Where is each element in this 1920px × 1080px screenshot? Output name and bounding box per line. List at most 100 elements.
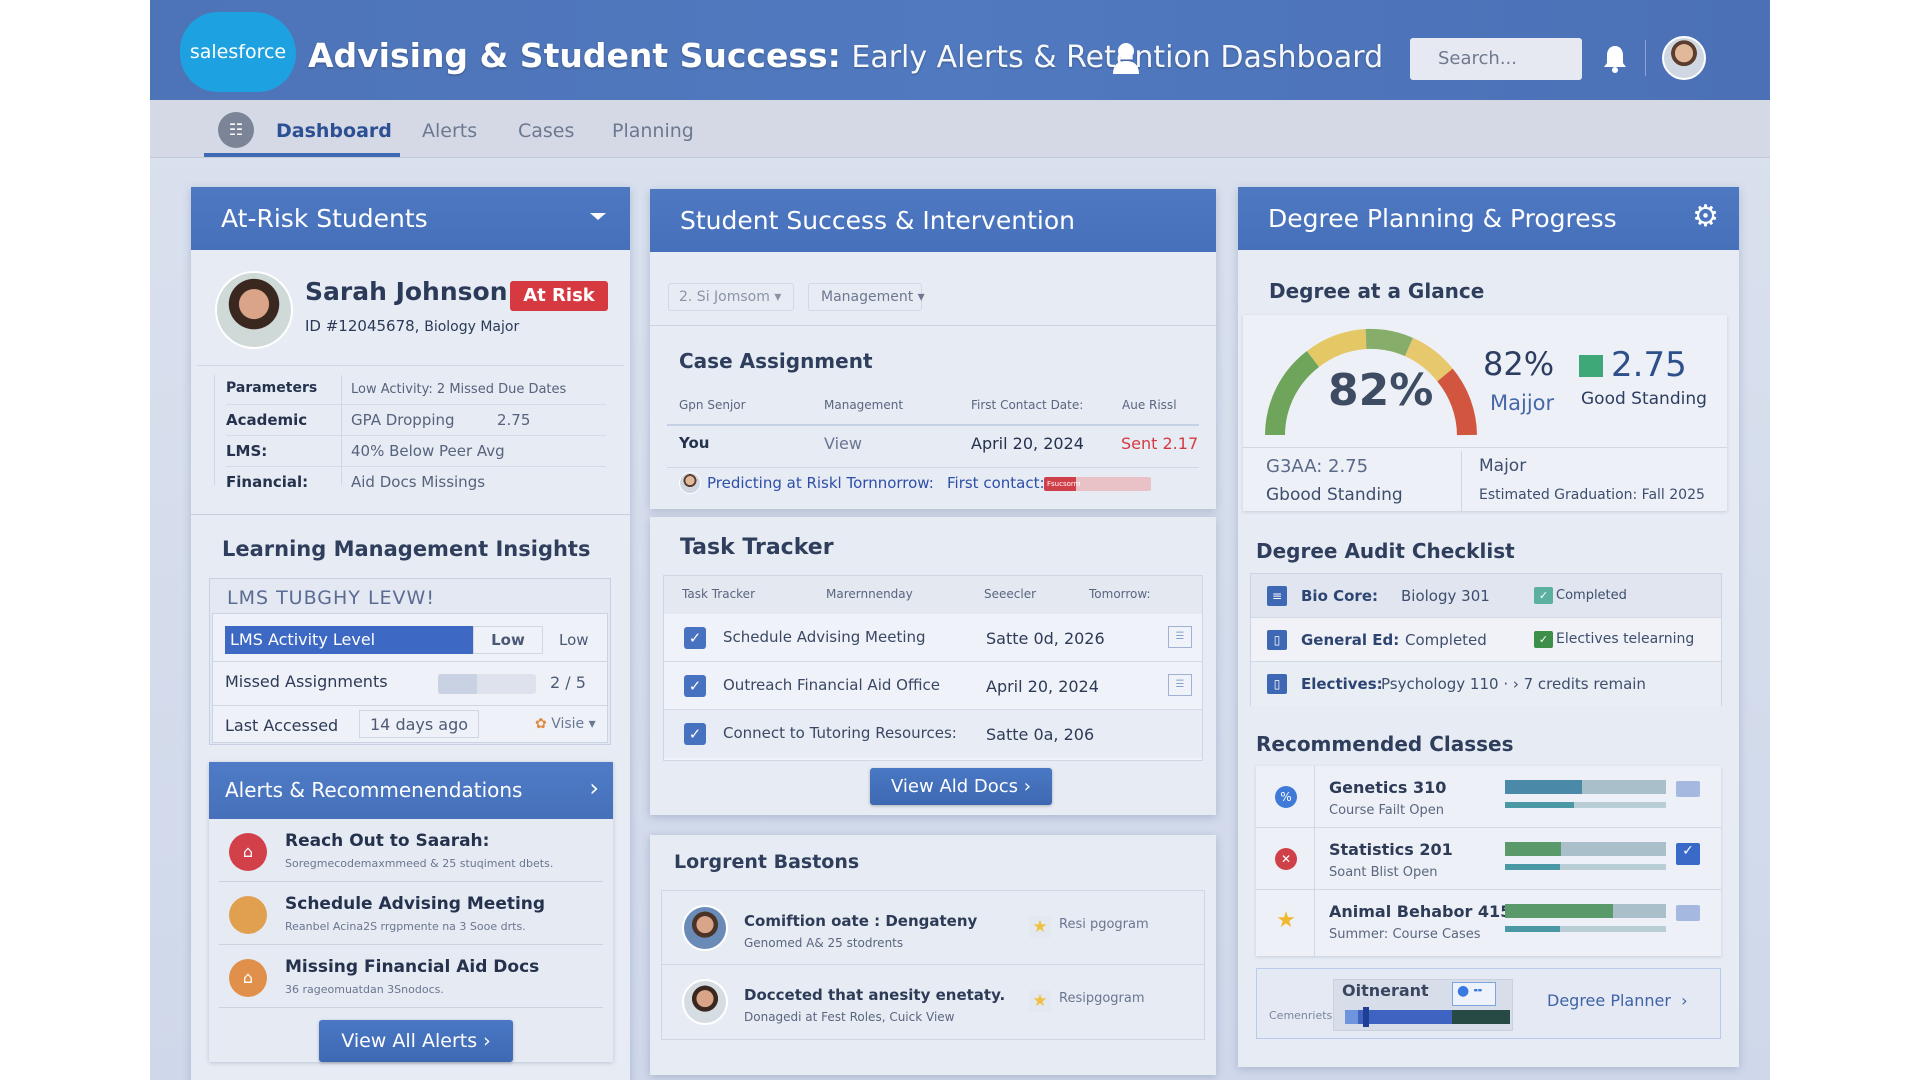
case-cell[interactable]: View (824, 434, 862, 453)
gauge-segment-yellow2 (1404, 337, 1453, 382)
user-icon[interactable] (1112, 42, 1140, 74)
at-risk-badge: At Risk (510, 281, 608, 311)
student-avatar (215, 271, 293, 349)
case-cell: Sent 2.17 (1121, 434, 1199, 453)
checkbox[interactable]: ✓ (684, 723, 706, 745)
student-name[interactable]: Sarah Johnson (305, 277, 508, 306)
task-table-header: Task Tracker Marernnenday Seeecler Tomorrow… (664, 576, 1202, 614)
task-date: Satte 0d, 2026 (986, 629, 1105, 648)
last-accessed-label: Last Accessed (225, 716, 339, 735)
percent-icon: % (1275, 786, 1297, 808)
divider (341, 375, 342, 485)
urgent-card: Lorgrent Bastons Comiftion oate : Dengat… (650, 835, 1216, 1075)
checkbox[interactable] (1676, 905, 1700, 921)
urgent-tag: Resi pgogram (1059, 917, 1149, 932)
glance-title: Degree at a Glance (1269, 279, 1485, 303)
tab-cases[interactable]: Cases (518, 120, 575, 142)
gauge-segment-red (1437, 368, 1477, 436)
case-column-header: Gpn Senjor (679, 398, 746, 412)
class-row[interactable]: % Genetics 310 Course Failt Open (1256, 766, 1721, 828)
param-label: Parameters (226, 380, 318, 396)
task-name: Outreach Financial Aid Office (723, 676, 940, 694)
missed-assignments-bar (438, 674, 536, 694)
person-avatar (682, 979, 728, 1025)
class-desc: Course Failt Open (1329, 803, 1444, 818)
title-bold: Advising & Student Success: (308, 36, 841, 75)
panel-title: Degree Planning & Progress (1268, 204, 1617, 233)
management-filter-dropdown[interactable]: Management ▾ (808, 283, 925, 311)
major2-label: Major (1479, 456, 1527, 476)
task-date: April 20, 2024 (986, 677, 1099, 696)
tab-planning[interactable]: Planning (612, 120, 694, 142)
bell-icon[interactable] (1602, 44, 1628, 74)
student-id: ID #12045678, Biology Major (305, 317, 519, 335)
notes-icon[interactable]: ☰ (1168, 674, 1192, 696)
class-name: Genetics 310 (1329, 778, 1447, 797)
alert-desc: Reanbel Acina2S rrgpmente na 3 Sooe drts… (285, 920, 526, 933)
class-secondary-bar (1505, 864, 1666, 870)
graduation-label: Estimated Graduation: Fall 2025 (1479, 487, 1705, 503)
alert-desc: Soregmecodemaxmmeed & 25 stuqiment dbets… (285, 857, 554, 870)
alert-item[interactable]: Schedule Advising Meeting Reanbel Acina2S… (219, 882, 603, 945)
urgent-item[interactable]: Comiftion oate : Dengateny Genomed A& 25 … (662, 891, 1204, 965)
divider (213, 661, 607, 662)
star-icon[interactable]: ★ (1029, 990, 1051, 1012)
tab-dashboard[interactable]: Dashboard (276, 120, 392, 142)
class-row[interactable]: ✕ Statistics 201 Soant Blist Open ✓ (1256, 828, 1721, 890)
search-input[interactable]: Search... (1410, 38, 1582, 80)
checkbox[interactable]: ✓ (684, 675, 706, 697)
app-launcher-icon[interactable]: ☷ (218, 112, 254, 148)
task-row: ✓ Schedule Advising Meeting Satte 0d, 2026… (664, 614, 1202, 662)
star-icon[interactable]: ★ (1029, 916, 1051, 938)
view-all-alerts-button[interactable]: View All Alerts › (319, 1020, 513, 1062)
at-risk-header: At-Risk Students (191, 187, 630, 250)
view-dropdown[interactable]: ✿ Visie ▾ (535, 716, 596, 732)
checkbox[interactable] (1676, 781, 1700, 797)
class-row[interactable]: ★ Animal Behabor 415 Summer: Course Cases (1256, 890, 1721, 952)
task-column-header: Task Tracker (682, 587, 756, 601)
slider-handle[interactable] (1363, 1007, 1369, 1027)
chevron-down-icon[interactable] (590, 213, 606, 220)
gear-icon[interactable]: ⚙ (1692, 199, 1719, 234)
view-aid-docs-button[interactable]: View Ald Docs › (870, 768, 1052, 805)
lms-insights-title: Learning Management Insights (222, 537, 591, 561)
gpa-value: 2.75 (1611, 345, 1687, 385)
salesforce-logo[interactable]: salesforce (180, 12, 296, 92)
student-filter-dropdown[interactable]: 2. Si Jomsom ▾ (668, 283, 794, 311)
checkbox[interactable]: ✓ (684, 627, 706, 649)
notes-icon[interactable]: ☰ (1168, 626, 1192, 648)
urgent-item[interactable]: Docceted that anesity enetaty. Donagedi a… (662, 965, 1204, 1039)
alert-item[interactable]: ⌂ Reach Out to Saarah: Soregmecodemaxmmeed… (219, 819, 603, 882)
predict-link[interactable]: Predicting at Riskl Tornnorrow: (707, 474, 934, 492)
divider (214, 375, 215, 485)
recommended-classes: % Genetics 310 Course Failt Open ✕ Statistic… (1256, 766, 1721, 956)
gsaa-value: G3AA: 2.75 (1266, 456, 1369, 477)
case-cell: You (679, 434, 710, 452)
divider (197, 365, 624, 366)
degree-planner-link[interactable]: Degree Planner › (1547, 991, 1688, 1010)
urgent-title: Lorgrent Bastons (674, 851, 860, 873)
tab-alerts[interactable]: Alerts (422, 120, 478, 142)
checked-checkbox[interactable]: ✓ (1676, 843, 1700, 865)
app-window: salesforce Advising & Student Success: E… (150, 0, 1770, 1080)
planner-slider[interactable] (1345, 1007, 1510, 1027)
param-extra: 2.75 (497, 411, 531, 429)
class-desc: Soant Blist Open (1329, 865, 1438, 880)
degree-planner-box: Cemenriets : Oitnerant ● ╍ Degree Planne… (1256, 968, 1721, 1039)
toggle-icon[interactable]: ● ╍ (1452, 982, 1496, 1006)
panel-title: Student Success & Intervention (680, 206, 1075, 235)
gauge-segment-yellow (1306, 329, 1367, 368)
chevron-right-icon[interactable]: › (589, 774, 599, 802)
task-tracker-card: Task Tracker Task Tracker Marernnenday See… (650, 517, 1216, 815)
alerts-title: Alerts & Recommenendations (225, 778, 523, 802)
intervention-header: Student Success & Intervention (650, 189, 1216, 252)
alerts-header[interactable]: Alerts & Recommenendations › (209, 762, 613, 819)
class-progress-fill (1505, 904, 1613, 918)
divider (226, 435, 606, 436)
alert-item[interactable]: ⌂ Missing Financial Aid Docs 36 rageomuatd… (219, 945, 603, 1008)
class-secondary-bar (1505, 926, 1666, 932)
alert-title: Reach Out to Saarah: (285, 831, 490, 851)
user-avatar[interactable] (1662, 36, 1706, 80)
first-contact-progress: Fsucsorm (1044, 477, 1151, 491)
audit-row: ▯ General Ed: Completed ✓ Electives telearni… (1251, 618, 1721, 662)
